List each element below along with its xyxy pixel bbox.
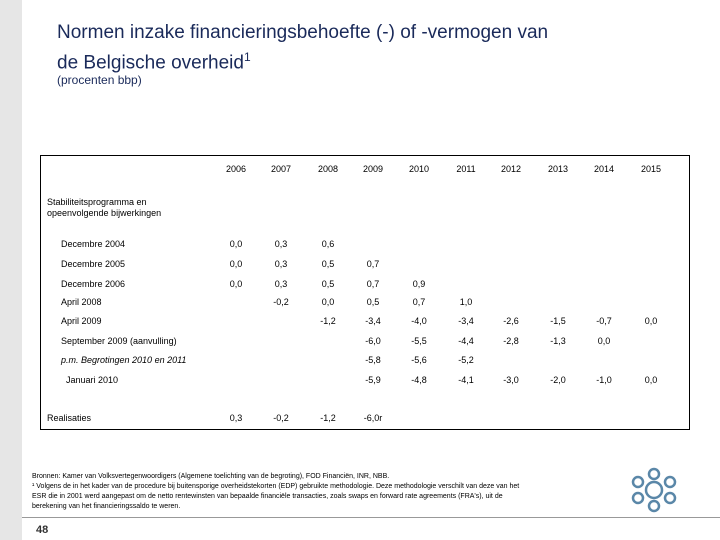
row-label: Decembre 2005 xyxy=(61,259,126,269)
row-label: April 2009 xyxy=(61,316,102,326)
table-cell: -0,7 xyxy=(596,316,612,326)
column-header: 2015 xyxy=(640,164,662,174)
table-cell: -2,8 xyxy=(503,336,519,346)
table-cell: -5,6 xyxy=(411,355,427,365)
table-cell: -4,8 xyxy=(411,375,427,385)
table-cell: -6,0 xyxy=(365,336,381,346)
table-cell: 0,7 xyxy=(366,279,380,289)
page-number: 48 xyxy=(36,524,49,536)
column-header: 2012 xyxy=(500,164,522,174)
table-cell: 0,0 xyxy=(229,259,243,269)
column-header: 2006 xyxy=(225,164,247,174)
table-cell: 0,0 xyxy=(644,316,658,326)
table-cell: -1,2 xyxy=(320,316,336,326)
table-cell: 0,0 xyxy=(597,336,611,346)
subtitle: (procenten bbp) xyxy=(57,73,142,87)
table-cell: 0,3 xyxy=(274,259,288,269)
row-label: Decembre 2004 xyxy=(61,239,126,249)
table-cell: -1,0 xyxy=(596,375,612,385)
table-cell: -1,3 xyxy=(550,336,566,346)
table-cell: -5,9 xyxy=(365,375,381,385)
table-cell: 0,5 xyxy=(321,279,335,289)
table-cell: 0,0 xyxy=(644,375,658,385)
table-cell: -0,2 xyxy=(273,413,289,423)
table-cell: 0,6 xyxy=(321,239,335,249)
table-cell: 0,0 xyxy=(229,239,243,249)
footnote-line: Bronnen: Kamer van Volksvertegenwoordige… xyxy=(32,473,390,480)
table-cell: 0,0 xyxy=(321,297,335,307)
table-cell: 0,5 xyxy=(366,297,380,307)
table-cell: 0,5 xyxy=(321,259,335,269)
column-header: 2007 xyxy=(270,164,292,174)
row-label: April 2008 xyxy=(61,297,102,307)
table-cell: -5,5 xyxy=(411,336,427,346)
table-cell: -2,6 xyxy=(503,316,519,326)
title-line: Normen inzake financieringsbehoefte (-) … xyxy=(57,22,549,43)
title-line: de Belgische overheid1 xyxy=(57,45,548,75)
table-cell: -3,4 xyxy=(365,316,381,326)
bottom-rule xyxy=(22,517,720,518)
table-cell: 0,3 xyxy=(274,239,288,249)
row-label: p.m. Begrotingen 2010 en 2011 xyxy=(61,355,187,365)
table-cell: 0,3 xyxy=(229,413,243,423)
table-cell: -0,2 xyxy=(273,297,289,307)
column-header: 2008 xyxy=(317,164,339,174)
footnote-mark: 1 xyxy=(243,50,251,64)
section-label: Stabiliteitsprogramma en opeenvolgende b… xyxy=(47,197,162,218)
footnote-line: berekening van het financieringssaldo te… xyxy=(32,503,181,510)
table-cell: 1,0 xyxy=(459,297,473,307)
column-header: 2014 xyxy=(593,164,615,174)
table-cell: 0,7 xyxy=(412,297,426,307)
row-label: Realisaties xyxy=(47,413,92,423)
table: 2006 2007 2008 2009 2010 2011 2012 2013 2014 2015… xyxy=(40,155,690,430)
table-cell: -5,8 xyxy=(365,355,381,365)
row-label: Januari 2010 xyxy=(66,375,119,385)
logo xyxy=(631,467,677,513)
footnotes: Bronnen: Kamer van Volksvertegenwoordige… xyxy=(32,472,519,512)
table-cell: -2,0 xyxy=(550,375,566,385)
table-cell: 0,9 xyxy=(412,279,426,289)
column-header: 2011 xyxy=(456,164,476,174)
column-header: 2013 xyxy=(547,164,569,174)
table-cell: 0,3 xyxy=(274,279,288,289)
table-cell: -6,0r xyxy=(363,413,383,423)
column-header: 2009 xyxy=(362,164,384,174)
table-cell: 0,7 xyxy=(366,259,380,269)
table-cell: -4,4 xyxy=(458,336,474,346)
table-cell: -3,0 xyxy=(503,375,519,385)
table-cell: -5,2 xyxy=(458,355,474,365)
table-cell: -3,4 xyxy=(458,316,474,326)
column-header: 2010 xyxy=(408,164,430,174)
title-text: de Belgische overheid xyxy=(57,52,244,74)
table-cell: -1,2 xyxy=(320,413,336,423)
table-cell: -4,1 xyxy=(458,375,474,385)
table-cell: 0,0 xyxy=(229,279,243,289)
footnote-line: ESR die in 2001 werd aangepast om de net… xyxy=(32,493,503,500)
table-cell: -4,0 xyxy=(411,316,427,326)
row-label: September 2009 (aanvulling) xyxy=(61,336,177,346)
title: Normen inzake financieringsbehoefte (-) … xyxy=(57,20,548,75)
table-cell: -1,5 xyxy=(550,316,566,326)
side-strip xyxy=(0,0,22,540)
row-label: Decembre 2006 xyxy=(61,279,126,289)
footnote-line: ¹ Volgens de in het kader van de procedu… xyxy=(32,483,520,490)
